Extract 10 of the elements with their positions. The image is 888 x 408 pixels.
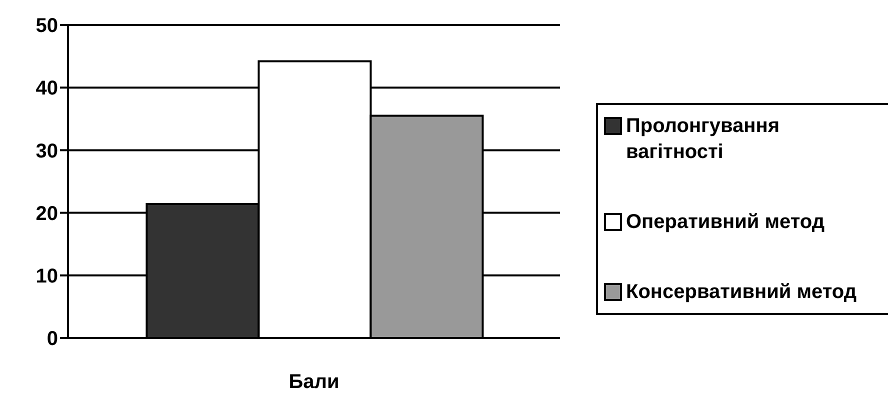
x-tick-label: Бали <box>288 371 340 394</box>
y-tick-label: 50 <box>36 15 58 38</box>
legend-label: Консервативний метод <box>626 280 857 305</box>
y-tick-label: 0 <box>46 328 58 350</box>
y-tick-label: 10 <box>36 266 58 288</box>
legend-label: Оперативний метод <box>626 210 825 235</box>
y-tick-label: 20 <box>36 202 58 225</box>
legend-label: Пролонгування вагітності <box>626 114 780 165</box>
y-tick-label: 30 <box>36 140 58 162</box>
y-tick-label: 40 <box>36 78 58 100</box>
